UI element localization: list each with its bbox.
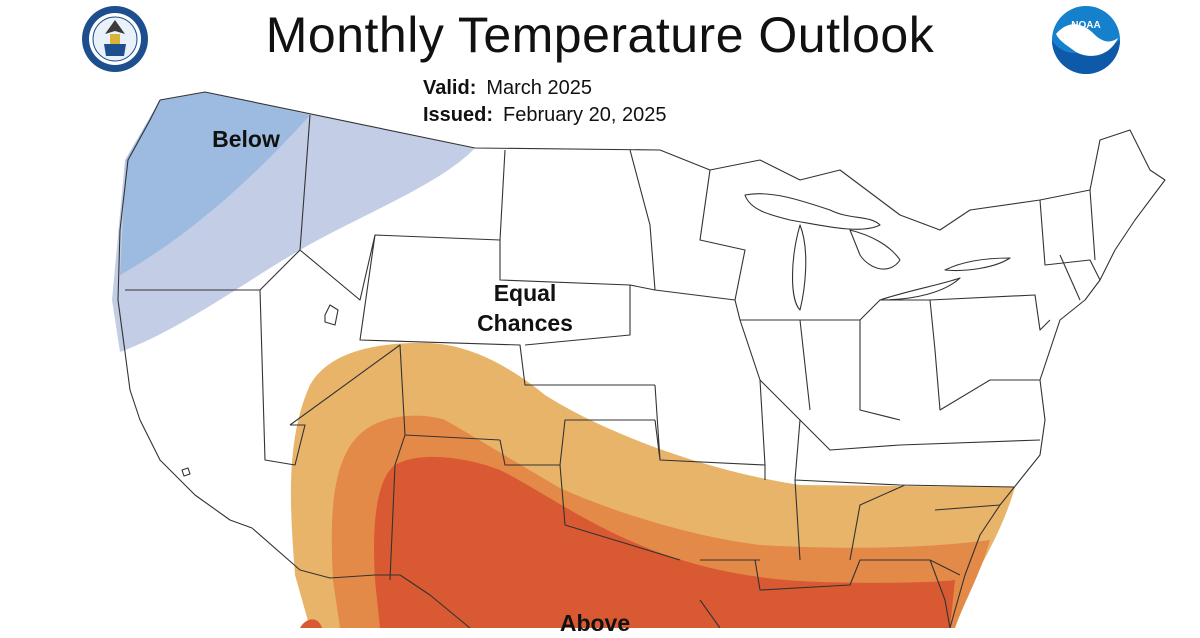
equal-chances-label: Equal Chances <box>455 278 595 338</box>
small-features <box>181 304 339 477</box>
state-lines <box>125 114 1101 628</box>
florida <box>929 559 951 628</box>
baja-fragment <box>300 619 322 628</box>
valid-value: March 2025 <box>486 77 592 99</box>
us-outline <box>159 91 1166 628</box>
equal-chances-label-line2: Chances <box>477 310 573 336</box>
noaa-logo-icon: NOAA <box>1052 6 1120 74</box>
issued-label: Issued: <box>423 104 494 126</box>
below-dark-region <box>120 92 310 275</box>
valid-line: Valid: March 2025 <box>423 77 592 100</box>
svg-text:NOAA: NOAA <box>1071 20 1100 31</box>
valid-label: Valid: <box>423 77 477 99</box>
issued-value: February 20, 2025 <box>503 104 667 126</box>
below-label: Below <box>212 126 280 152</box>
commerce-seal-icon <box>82 6 148 72</box>
great-lakes <box>744 193 1011 311</box>
page-title: Monthly Temperature Outlook <box>265 7 935 63</box>
issued-line: Issued: February 20, 2025 <box>423 104 666 127</box>
above-label: Above <box>559 610 631 636</box>
west-coast <box>117 99 253 529</box>
mexico-border <box>251 527 471 628</box>
above-band-3 <box>374 456 955 628</box>
equal-chances-label-line1: Equal <box>493 280 557 306</box>
borders <box>117 91 1166 628</box>
